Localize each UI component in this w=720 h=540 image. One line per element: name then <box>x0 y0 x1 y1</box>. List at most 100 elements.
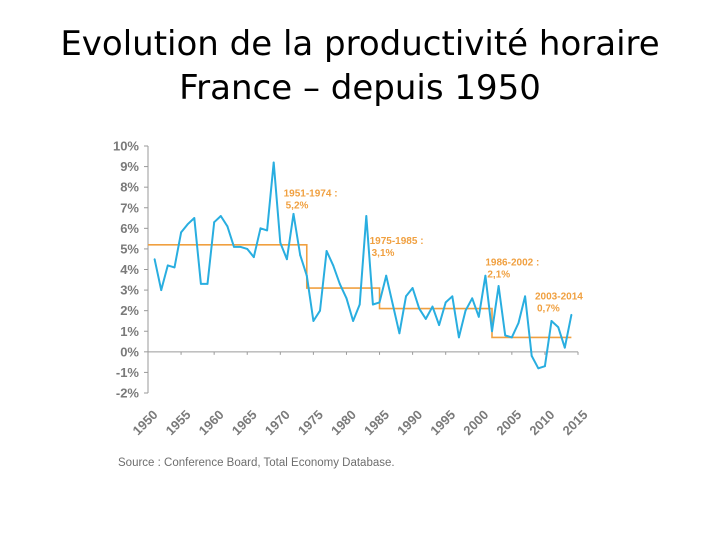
data-point <box>405 295 407 298</box>
data-point <box>444 301 447 304</box>
data-point <box>484 274 487 277</box>
data-point <box>345 297 348 300</box>
y-tick-label: 3% <box>120 283 139 298</box>
y-tick-label: 2% <box>120 303 139 318</box>
data-point <box>193 217 196 219</box>
y-tick-label: 6% <box>120 221 139 236</box>
data-point <box>358 303 361 306</box>
data-point <box>200 283 202 285</box>
annotation-period: 1975-1985 : <box>370 236 424 247</box>
data-point <box>504 334 507 337</box>
x-tick-label: 1970 <box>262 407 293 438</box>
y-tick-label: 8% <box>120 180 139 195</box>
x-tick-label: 2010 <box>526 407 557 438</box>
data-point <box>206 283 209 285</box>
data-point <box>332 264 335 267</box>
x-tick-label: 2000 <box>460 407 491 438</box>
data-point <box>319 309 321 312</box>
annotation-value: 0,7% <box>537 303 560 314</box>
x-tick-label: 1990 <box>394 407 425 438</box>
data-point <box>544 365 546 368</box>
data-point <box>491 330 493 333</box>
data-point <box>272 161 275 164</box>
data-point <box>510 336 513 339</box>
data-point <box>517 322 520 324</box>
data-point <box>153 258 156 261</box>
data-point <box>160 289 163 291</box>
data-point <box>299 254 302 256</box>
slide-title: Evolution de la productivité horaire Fra… <box>0 22 720 110</box>
y-tick-label: 7% <box>120 200 139 215</box>
data-point <box>530 355 533 357</box>
data-point <box>497 285 500 287</box>
data-point <box>378 301 381 304</box>
data-point <box>259 227 262 230</box>
x-tick-label: 1985 <box>361 407 392 438</box>
data-point <box>398 332 401 335</box>
data-point <box>431 305 434 308</box>
y-axis: 10% 9% 8% 7% 6% 5% 4% 3% 2% 1% 0% -1% -2% <box>113 139 149 401</box>
data-point <box>524 295 526 298</box>
data-point <box>325 250 328 252</box>
data-point <box>213 221 216 224</box>
data-point <box>537 367 540 370</box>
data-point <box>166 264 169 267</box>
data-point <box>352 320 354 322</box>
y-tick-label: 1% <box>120 324 139 339</box>
x-tick-label: 1955 <box>163 407 194 438</box>
source-note: Source : Conference Board, Total Economy… <box>118 457 395 469</box>
slide-title-line-1: Evolution de la productivité horaire <box>60 24 660 64</box>
y-tick-label: 5% <box>120 241 139 256</box>
y-tick-label: 4% <box>120 262 139 277</box>
data-point <box>563 346 566 349</box>
slide-title-line-2: France – depuis 1950 <box>179 68 541 108</box>
x-tick-label: 1960 <box>196 407 227 438</box>
x-tick-label: 1950 <box>130 407 161 438</box>
y-tick-label: 10% <box>113 139 139 154</box>
data-point <box>438 324 440 326</box>
series-productivity <box>153 161 573 370</box>
data-point <box>471 297 474 300</box>
data-point <box>219 215 222 217</box>
data-point <box>557 326 560 329</box>
data-point <box>292 213 295 215</box>
data-point <box>312 320 315 322</box>
data-point <box>233 245 235 248</box>
data-point <box>279 241 282 244</box>
x-tick-label: 1965 <box>229 407 260 438</box>
x-axis: 1950 1955 1960 1965 1970 1975 1980 1985 1990 1995… <box>130 351 591 438</box>
annotation-period: 2003-2014 <box>535 291 583 302</box>
y-tick-label: 9% <box>120 159 139 174</box>
data-point <box>173 266 176 269</box>
x-tick-label: 1980 <box>328 407 359 438</box>
data-point <box>458 336 460 339</box>
data-point <box>239 245 242 248</box>
data-point <box>424 318 427 320</box>
data-point <box>305 274 308 277</box>
data-point <box>418 307 421 310</box>
data-point <box>286 258 288 261</box>
annotations: 1951-1974 :5,2% 1975-1985 :3,1% 1986-2002 … <box>284 188 584 314</box>
annotation-period: 1951-1974 : <box>284 188 338 199</box>
data-point <box>372 303 374 306</box>
annotation-period: 1986-2002 : <box>485 257 539 268</box>
y-tick-label: 0% <box>120 344 139 359</box>
data-point <box>411 287 414 289</box>
x-tick-label: 2015 <box>560 407 591 438</box>
series-line <box>153 161 573 370</box>
data-point <box>477 315 480 318</box>
data-point <box>266 229 268 232</box>
data-point <box>186 223 189 226</box>
data-point <box>252 256 255 259</box>
data-point <box>570 313 573 316</box>
annotation-value: 3,1% <box>372 248 395 259</box>
data-point <box>451 295 454 298</box>
x-tick-label: 1975 <box>295 407 326 438</box>
data-point <box>246 248 249 250</box>
data-point <box>365 215 368 217</box>
data-point <box>464 309 467 312</box>
annotation-value: 5,2% <box>286 200 309 211</box>
x-tick-label: 1995 <box>427 407 458 438</box>
data-point <box>391 303 394 306</box>
